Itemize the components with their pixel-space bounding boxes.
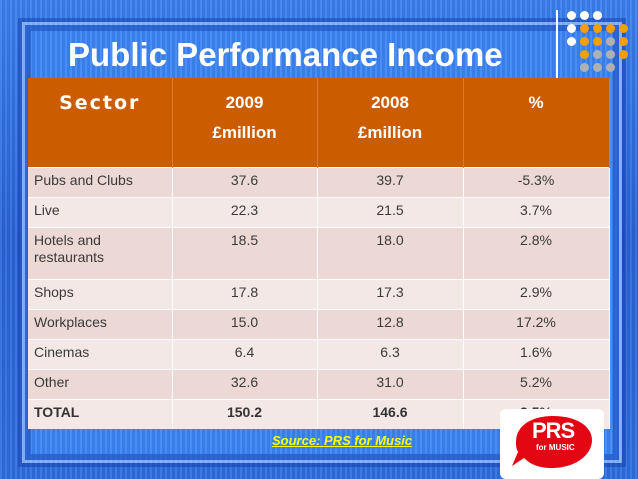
dot-icon [593,63,602,72]
cell-2009: 18.5 [172,227,318,280]
table-row: Workplaces 15.0 12.8 17.2% [28,309,610,340]
header-percent: % [463,78,610,168]
dot-icon [619,24,628,33]
cell-percent: 2.8% [463,227,610,280]
header-2008-year: 2008 [371,93,409,112]
dot-icon [580,63,589,72]
dot-icon [567,37,576,46]
cell-2008: 39.7 [317,167,464,198]
dot-icon [619,37,628,46]
dot-icon [593,11,602,20]
decorative-dot-grid [567,11,631,75]
cell-2009: 6.4 [172,339,318,370]
table-row: Cinemas 6.4 6.3 1.6% [28,339,610,370]
dot-icon [606,50,615,59]
header-sector-label: Sector [59,92,141,114]
table-row: Pubs and Clubs 37.6 39.7 -5.3% [28,167,610,198]
dot-icon [567,11,576,20]
cell-2009: 17.8 [172,279,318,310]
prs-logo-subtext: for MUSIC [536,443,575,452]
cell-2008: 6.3 [317,339,464,370]
cell-2009: 150.2 [172,399,318,429]
header-2008: 2008 £million [317,78,464,168]
cell-sector: Shops [28,279,173,310]
cell-percent: -5.3% [463,167,610,198]
cell-2009: 15.0 [172,309,318,340]
cell-2008: 12.8 [317,309,464,340]
header-2009-year: 2009 [225,93,264,112]
dot-icon [567,24,576,33]
cell-sector: Hotels and restaurants [28,227,173,280]
dot-icon [593,37,602,46]
cell-2009: 37.6 [172,167,318,198]
dot-icon [580,24,589,33]
prs-logo-text: PRS [532,418,575,443]
cell-percent: 17.2% [463,309,610,340]
table-header-row: Sector 2009 £million 2008 £million % [28,78,610,168]
cell-sector: Other [28,369,173,400]
cell-sector: TOTAL [28,399,173,429]
header-sector: Sector [28,78,173,168]
dot-icon [606,63,615,72]
cell-2008: 21.5 [317,197,464,228]
cell-percent: 2.9% [463,279,610,310]
cell-sector: Workplaces [28,309,173,340]
cell-2008: 146.6 [317,399,464,429]
cell-2008: 31.0 [317,369,464,400]
table-row: Hotels and restaurants 18.5 18.0 2.8% [28,227,610,280]
dot-icon [606,37,615,46]
income-table: Sector 2009 £million 2008 £million % Pub… [28,78,610,429]
dot-icon [593,50,602,59]
decorative-vertical-line [556,10,558,80]
cell-2008: 17.3 [317,279,464,310]
header-2009-unit: £million [212,123,277,142]
source-link[interactable]: Source: PRS for Music [272,433,413,448]
cell-2008: 18.0 [317,227,464,280]
table-row: Shops 17.8 17.3 2.9% [28,279,610,310]
table-row: Other 32.6 31.0 5.2% [28,369,610,400]
header-2008-unit: £million [357,123,423,142]
dot-icon [593,24,602,33]
dot-icon [580,11,589,20]
header-percent-label: % [528,93,544,112]
cell-percent: 5.2% [463,369,610,400]
cell-2009: 22.3 [172,197,318,228]
cell-2009: 32.6 [172,369,318,400]
table-row: Live 22.3 21.5 3.7% [28,197,610,228]
dot-icon [580,50,589,59]
dot-icon [580,37,589,46]
cell-sector: Pubs and Clubs [28,167,173,198]
cell-percent: 3.7% [463,197,610,228]
cell-percent: 1.6% [463,339,610,370]
cell-sector: Live [28,197,173,228]
header-2009: 2009 £million [172,78,318,168]
dot-icon [606,24,615,33]
page-title: Public Performance Income [68,36,503,73]
dot-icon [619,50,628,59]
cell-sector: Cinemas [28,339,173,370]
prs-logo-icon [512,416,592,468]
